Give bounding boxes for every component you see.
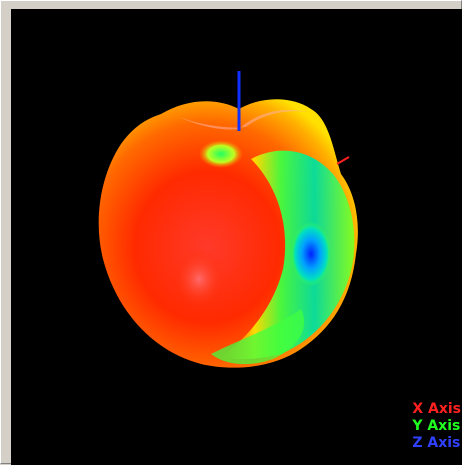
x-axis-line (336, 156, 350, 165)
legend-z-axis: Z Axis (412, 435, 461, 451)
axis-legend: X Axis Y Axis Z Axis (412, 401, 461, 452)
pattern-null-blue (291, 222, 331, 286)
legend-x-axis: X Axis (412, 401, 461, 417)
pattern-top-ridge (179, 109, 311, 130)
pattern-lobe-right (221, 150, 355, 360)
legend-y-axis: Y Axis (412, 418, 461, 434)
3d-viewport[interactable]: X Axis Y Axis Z Axis (11, 9, 462, 465)
radiation-pattern-canvas[interactable] (11, 9, 462, 465)
pattern-max-hotspot (173, 249, 225, 309)
pattern-rim-bottom (211, 309, 305, 365)
pattern-null-top (199, 140, 243, 168)
